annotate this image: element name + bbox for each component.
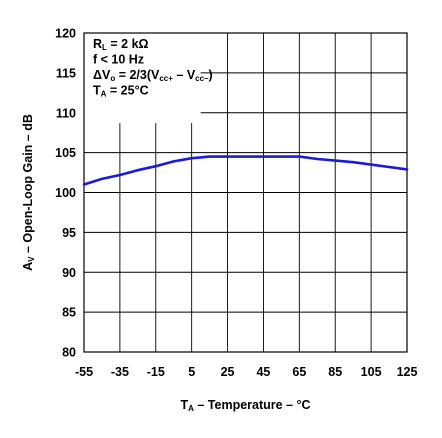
x-tick-labels: -55 -35 -15 5 25 45 65 85 105 125 — [75, 365, 418, 379]
y-tick-label: 85 — [62, 306, 76, 320]
annotation-line: ΔVo = 2/3(Vcc+ – Vcc–) — [93, 68, 213, 83]
x-tick-label: 85 — [328, 365, 342, 379]
y-tick-labels: 80 85 90 95 100 105 110 115 120 — [55, 27, 76, 360]
x-axis-title: TA – Temperature – °C — [180, 398, 310, 413]
x-tick-label: -55 — [75, 365, 93, 379]
y-tick-label: 95 — [62, 226, 76, 240]
x-tick-label: 65 — [292, 365, 306, 379]
plot-frame — [83, 32, 408, 353]
annotation-line: RL = 2 kΩ — [93, 37, 149, 52]
annotation-line: f < 10 Hz — [93, 53, 144, 67]
series-line-open-loop-gain — [82, 155, 409, 186]
y-tick-label: 105 — [55, 146, 76, 160]
x-tick-label: -35 — [111, 365, 129, 379]
grid-lines — [84, 33, 407, 352]
x-tick-label: 45 — [256, 365, 270, 379]
y-axis-title: AV – Open-Loop Gain – dB — [21, 114, 36, 271]
x-tick-label: 125 — [397, 365, 418, 379]
y-tick-label: 120 — [55, 27, 76, 41]
y-tick-label: 90 — [62, 266, 76, 280]
annotation-line: TA = 25°C — [93, 84, 149, 99]
x-tick-label: 5 — [188, 365, 195, 379]
x-tick-label: 105 — [361, 365, 382, 379]
x-tick-label: 25 — [221, 365, 235, 379]
x-tick-label: -15 — [147, 365, 165, 379]
y-tick-label: 80 — [62, 346, 76, 360]
y-tick-label: 110 — [56, 106, 76, 120]
y-tick-label: 115 — [56, 66, 76, 80]
y-tick-label: 100 — [55, 186, 76, 200]
